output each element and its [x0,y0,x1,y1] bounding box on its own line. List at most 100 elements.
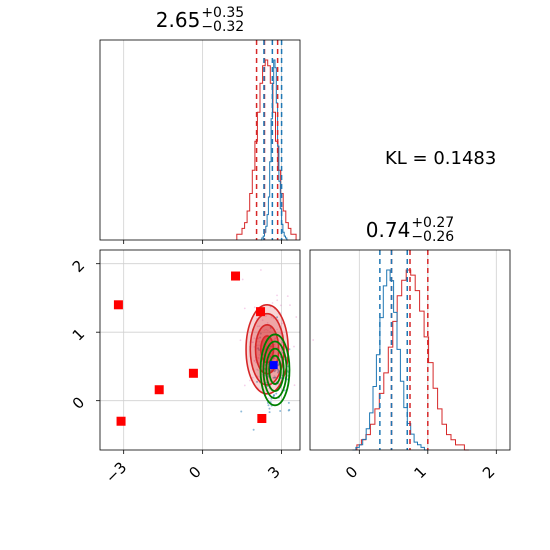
y-marginal-title-upper: +0.27 [411,214,455,231]
joint-faint-point [283,389,286,392]
joint-faint-point [272,394,275,397]
y-marginal-title-lower: −0.26 [411,228,455,245]
joint-faint-point [270,316,273,318]
joint-faint-point [267,397,270,400]
x-marginal-title-upper: +0.35 [201,4,245,21]
joint-faint-point [240,410,243,413]
joint-red-square-4 [231,271,241,281]
joint-faint-point [267,349,270,352]
joint-faint-point [241,278,244,281]
joint-faint-point [269,330,271,333]
joint-faint-point [258,348,261,351]
joint-faint-point [258,344,260,347]
joint-faint-point [256,368,258,371]
y-marginal-tick-label-0: 0 [342,463,361,482]
joint-faint-point [253,337,256,340]
joint-faint-point [286,295,289,298]
joint-faint-point [256,356,259,359]
joint-faint-point [257,357,260,360]
y-marginal-tick-label-1: 1 [411,463,430,482]
joint-faint-point [260,269,262,271]
joint-faint-point [279,304,282,307]
joint-faint-point [279,332,282,335]
joint-faint-point [312,339,315,341]
joint-faint-point [257,369,259,372]
joint-faint-point [253,306,256,309]
joint-faint-point [264,348,267,351]
joint-green-contour-0 [259,333,291,407]
joint-green-contour-2 [265,347,285,393]
joint-red-square-0 [113,300,123,310]
joint-faint-point [263,329,266,332]
joint-faint-point [276,299,279,302]
joint-faint-point [274,345,276,348]
joint-faint-point [265,346,268,348]
y-marginal-tick-label-2: 2 [479,463,498,482]
joint-faint-point [259,332,262,335]
joint-faint-point [288,408,291,411]
joint-faint-point [243,307,246,310]
joint-faint-point [252,341,255,344]
joint-faint-point [271,302,274,304]
joint-faint-point [295,316,298,318]
joint-faint-point [273,374,276,377]
joint-x-tick-label-0: −3 [102,458,130,486]
joint-faint-point [264,315,267,317]
y-marginal-axes-frame [309,249,511,451]
joint-faint-point [277,370,280,373]
joint-faint-point [276,328,278,331]
joint-faint-point [289,304,291,307]
joint-faint-point [258,340,261,343]
joint-y-tick-label-1: 1 [69,325,88,344]
joint-faint-point [279,409,282,412]
joint-faint-point [256,325,259,328]
joint-faint-point [265,328,267,331]
joint-red-square-5 [256,307,266,317]
joint-faint-point [273,376,276,379]
joint-faint-point [293,384,296,387]
joint-faint-point [253,360,256,362]
joint-faint-point [261,319,264,321]
joint-faint-point [273,370,276,373]
joint-axes-frame [99,249,301,451]
joint-faint-point [266,321,269,324]
y-marginal-title: 0.74 +0.27 −0.26 [365,214,455,245]
joint-faint-point [268,347,271,350]
joint-faint-point [257,337,260,340]
joint-red-square-6 [257,413,267,423]
joint-red-square-1 [116,416,126,426]
joint-faint-point [253,359,256,362]
joint-faint-point [252,428,255,431]
joint-green-contour-3 [268,354,282,385]
joint-faint-point [268,411,271,414]
y-marginal-blue-histogram [352,269,428,451]
joint-faint-point [265,345,267,347]
x-marginal-red-histogram [236,59,297,241]
joint-faint-point [274,337,277,340]
joint-y-tick-label-2: 2 [69,256,88,275]
joint-blue-square [269,361,278,370]
joint-faint-point [269,326,272,329]
joint-green-contour-1 [262,340,288,400]
joint-x-tick-label-2: 3 [264,463,283,482]
x-marginal-axes-frame [99,39,301,241]
joint-faint-point [269,345,272,348]
joint-faint-point [251,376,254,379]
joint-faint-point [258,354,261,356]
joint-faint-point [251,341,253,344]
joint-faint-point [275,392,278,395]
joint-red-square-3 [188,368,198,378]
joint-faint-point [248,379,251,382]
joint-faint-point [287,401,290,404]
joint-faint-point [267,404,270,407]
kl-annotation: KL = 0.1483 [385,148,497,169]
joint-faint-point [276,294,278,297]
joint-red-square-2 [154,385,164,395]
joint-faint-point [268,407,271,410]
joint-faint-point [266,329,269,332]
joint-faint-point [239,339,242,342]
joint-faint-point [256,380,259,383]
joint-faint-point [259,336,262,339]
x-marginal-title-lower: −0.32 [201,18,245,35]
